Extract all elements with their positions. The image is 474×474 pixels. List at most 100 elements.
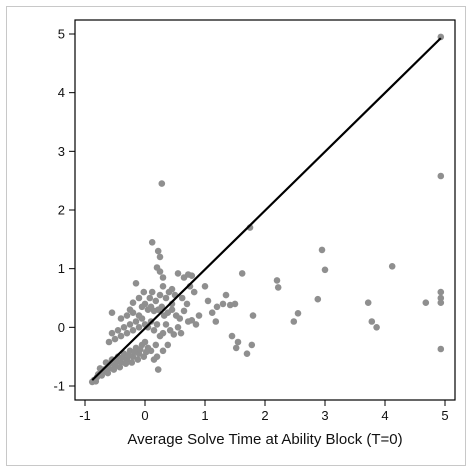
data-point (146, 294, 154, 302)
data-point (124, 352, 132, 359)
y-tick-label: 2 (58, 203, 65, 218)
data-point (168, 306, 176, 314)
y-tick-label: 0 (58, 320, 65, 335)
data-point (158, 180, 166, 187)
data-point (116, 363, 124, 371)
data-point (180, 307, 188, 315)
data-point (114, 327, 122, 334)
data-point (388, 263, 396, 270)
x-tick-label: 1 (201, 408, 208, 423)
x-tick-label: 5 (441, 408, 448, 423)
data-point (117, 315, 125, 322)
data-point (364, 299, 372, 307)
data-point (142, 348, 150, 356)
data-point (437, 345, 445, 353)
data-point (135, 312, 143, 319)
data-point (177, 329, 185, 337)
data-point (437, 294, 445, 302)
x-tick-label: 4 (381, 408, 388, 423)
data-point (164, 341, 172, 349)
data-point (123, 329, 131, 337)
data-point (148, 239, 156, 246)
data-point (228, 332, 236, 340)
data-point (314, 295, 322, 303)
data-point (136, 346, 144, 353)
data-point (243, 350, 251, 358)
data-point (201, 283, 209, 290)
y-tick-label: 5 (58, 27, 65, 42)
data-point (117, 332, 125, 340)
data-point (130, 348, 138, 356)
data-point (174, 270, 182, 277)
data-point (129, 299, 137, 307)
x-axis-title: Average Solve Time at Ability Block (T=0… (127, 431, 402, 448)
data-point (134, 356, 142, 363)
data-point (290, 318, 298, 325)
data-point (135, 324, 143, 331)
data-point (110, 366, 118, 373)
data-point (152, 297, 160, 305)
data-point (248, 341, 256, 349)
data-point (138, 303, 146, 311)
axes-layer: -1 0 1 2 3 4 5 -1 0 1 2 3 4 5 (53, 27, 448, 424)
data-point (128, 359, 136, 366)
data-point (188, 317, 196, 324)
x-tick-label: -1 (79, 408, 91, 423)
data-point (165, 288, 173, 296)
data-point (153, 321, 161, 328)
data-point (318, 246, 326, 254)
data-point (190, 288, 198, 296)
data-point (232, 344, 240, 352)
y-tick-label: -1 (53, 379, 65, 394)
data-point (231, 300, 239, 308)
data-point (162, 321, 170, 328)
data-point (129, 309, 137, 317)
data-point (321, 266, 329, 274)
data-point (111, 335, 119, 343)
data-point (183, 300, 191, 308)
data-point (249, 312, 257, 319)
data-point (174, 324, 182, 331)
data-point (178, 294, 186, 302)
data-point (154, 366, 162, 373)
reference-line-layer (91, 37, 442, 381)
data-point (213, 303, 221, 311)
data-point (135, 294, 143, 302)
data-point (150, 327, 158, 334)
y-tick-label: 3 (58, 144, 65, 159)
data-point (118, 354, 126, 362)
x-tick-label: 2 (261, 408, 268, 423)
data-point (192, 321, 200, 328)
data-point (437, 172, 445, 180)
data-point (294, 310, 302, 317)
data-point (195, 312, 203, 319)
data-point (156, 253, 164, 261)
data-point (108, 329, 116, 337)
data-point (422, 299, 430, 307)
data-point (159, 283, 167, 290)
data-point (208, 309, 216, 317)
data-point (273, 277, 281, 284)
fit-line (91, 37, 442, 381)
data-point (140, 288, 148, 296)
data-point (156, 332, 164, 340)
data-point (132, 318, 140, 325)
data-point (368, 318, 376, 325)
data-point (238, 270, 246, 277)
data-point (234, 338, 242, 346)
data-point (274, 284, 282, 291)
data-point (437, 288, 445, 296)
data-point (204, 297, 212, 305)
data-point (105, 338, 113, 346)
data-point (150, 356, 158, 363)
data-point (108, 309, 116, 317)
data-point (129, 327, 137, 334)
data-point (159, 347, 167, 355)
data-point (126, 321, 134, 328)
data-point (176, 315, 184, 322)
data-point (122, 360, 130, 368)
x-tick-label: 3 (321, 408, 328, 423)
data-point (104, 369, 112, 377)
data-point (120, 324, 128, 331)
